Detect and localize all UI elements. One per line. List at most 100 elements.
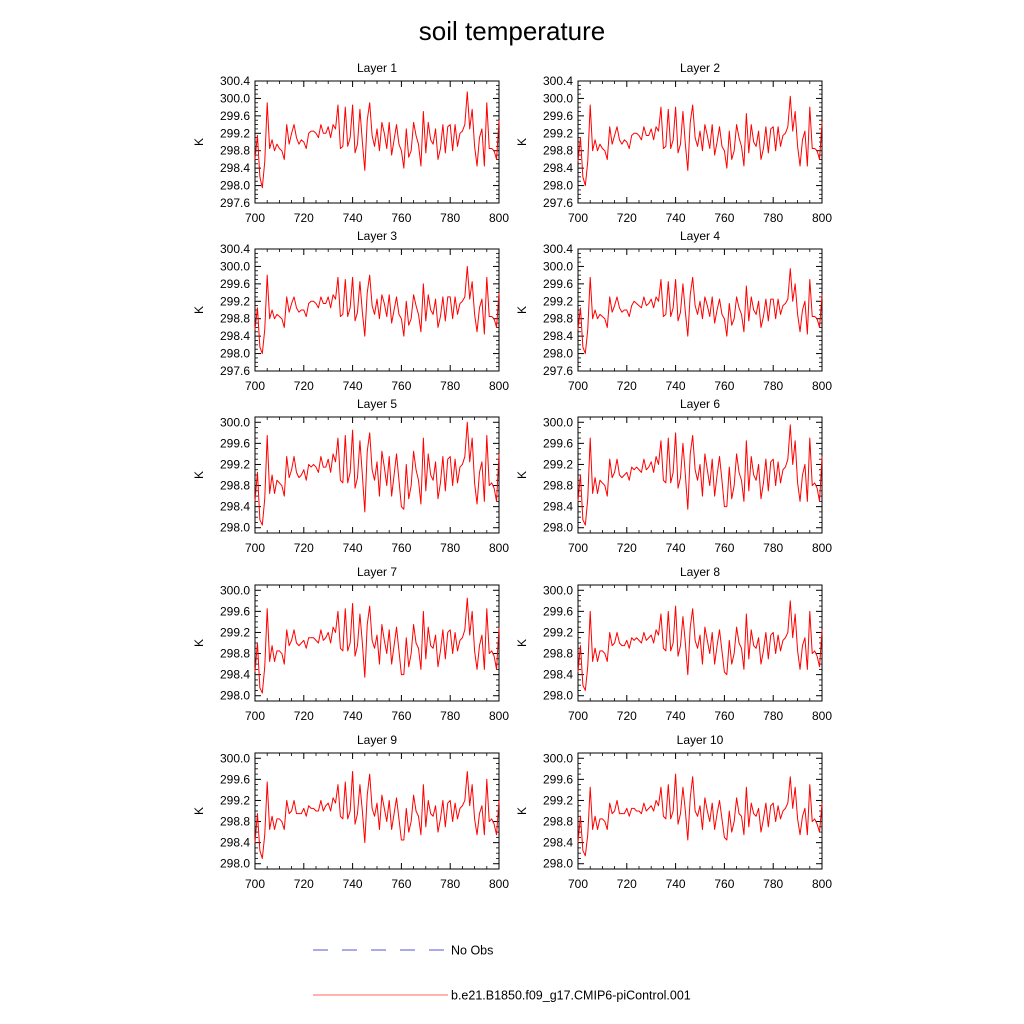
axis-frame [254,584,500,702]
panel-title: Layer 1 [357,61,397,75]
y-tick-label: 300.0 [543,91,573,105]
panel-grid: Layer 1 700 720 740 760 780 800 297.6 298.0 298.4… [192,61,832,891]
y-tick-label: 299.2 [220,625,250,639]
y-tick-label: 299.6 [220,277,250,291]
panel-layer-2: Layer 2 700 720 740 760 780 800 297.6 298.0 298.4… [515,61,832,225]
y-tick-label: 300.0 [543,415,573,429]
x-tick-label: 800 [489,379,509,393]
y-tick-label: 300.0 [220,415,250,429]
y-tick-label: 298.0 [543,857,573,871]
x-tick-label: 760 [391,379,411,393]
y-tick-label: 298.0 [220,689,250,703]
y-tick-label: 298.8 [220,479,250,493]
x-tick-label: 720 [617,379,637,393]
series-line [254,770,500,859]
x-tick-label: 720 [617,877,637,891]
y-tick-label: 299.6 [220,436,250,450]
y-tick-label: 297.6 [543,364,573,378]
panel-title: Layer 3 [357,229,397,243]
x-tick-label: 760 [391,877,411,891]
x-tick-label: 740 [343,877,363,891]
y-tick-label: 298.4 [220,668,250,682]
y-tick-label: 299.6 [543,109,573,123]
y-tick-label: 298.4 [220,836,250,850]
x-tick-label: 700 [245,709,265,723]
y-tick-label: 298.8 [543,144,573,158]
y-tick-label: 300.0 [543,751,573,765]
x-tick-label: 800 [812,877,832,891]
series-line [577,424,823,526]
panel-title: Layer 5 [357,397,397,411]
legend: No Obs b.e21.B1850.f09_g17.CMIP6-piContr… [313,944,691,1003]
y-tick-label: 298.8 [543,647,573,661]
y-tick-label: 300.0 [220,259,250,273]
y-axis-label: K [515,471,529,479]
y-tick-label: 298.4 [543,500,573,514]
y-tick-label: 299.6 [220,109,250,123]
panel-title: Layer 10 [677,733,724,747]
x-tick-label: 780 [440,709,460,723]
x-tick-label: 800 [812,379,832,393]
y-tick-label: 300.4 [220,242,250,256]
panel-layer-1: Layer 1 700 720 740 760 780 800 297.6 298.0 298.4… [192,61,509,225]
x-tick-label: 760 [714,541,734,555]
x-tick-label: 700 [568,379,588,393]
x-tick-label: 800 [489,541,509,555]
panel-title: Layer 2 [680,61,720,75]
y-tick-label: 298.4 [543,668,573,682]
x-tick-label: 700 [245,541,265,555]
x-tick-label: 700 [245,877,265,891]
x-tick-label: 720 [617,709,637,723]
x-tick-label: 800 [489,709,509,723]
panel-layer-10: Layer 10 700 720 740 760 780 800 298.0 298.4 298.… [515,733,832,891]
y-tick-label: 299.6 [543,436,573,450]
panel-layer-3: Layer 3 700 720 740 760 780 800 297.6 298.0 298.4… [192,229,509,393]
y-tick-label: 300.4 [543,242,573,256]
x-tick-label: 720 [294,211,314,225]
y-axis-label: K [192,471,206,479]
y-tick-label: 297.6 [220,364,250,378]
y-tick-label: 299.2 [543,457,573,471]
y-tick-label: 298.4 [220,500,250,514]
y-tick-label: 300.0 [220,91,250,105]
y-tick-label: 298.0 [220,347,250,361]
y-tick-label: 300.0 [543,259,573,273]
panel-layer-6: Layer 6 700 720 740 760 780 800 298.0 298.4 298.8… [515,397,832,555]
panel-layer-7: Layer 7 700 720 740 760 780 800 298.0 298.4 298.8… [192,565,509,723]
y-tick-label: 299.2 [543,793,573,807]
x-tick-label: 800 [812,709,832,723]
x-tick-label: 760 [391,211,411,225]
y-tick-label: 298.4 [220,329,250,343]
y-tick-label: 298.0 [220,857,250,871]
x-tick-label: 740 [666,877,686,891]
x-tick-label: 720 [294,379,314,393]
x-tick-label: 740 [343,541,363,555]
x-tick-label: 720 [294,709,314,723]
y-axis-label: K [192,807,206,815]
axis-frame [254,80,500,204]
x-tick-label: 800 [812,211,832,225]
y-tick-label: 297.6 [220,196,250,210]
y-tick-label: 299.6 [220,772,250,786]
series-line [254,597,500,694]
y-tick-label: 299.2 [220,126,250,140]
y-axis-label: K [515,138,529,146]
x-tick-label: 780 [763,541,783,555]
x-tick-label: 700 [568,211,588,225]
y-tick-label: 298.0 [543,347,573,361]
y-tick-label: 299.6 [543,604,573,618]
y-tick-label: 298.4 [220,161,250,175]
x-tick-label: 780 [763,877,783,891]
x-tick-label: 700 [245,379,265,393]
series-line [577,773,823,857]
y-tick-label: 298.4 [543,836,573,850]
series-line [254,265,500,355]
y-tick-label: 298.4 [543,161,573,175]
y-tick-label: 300.4 [220,74,250,88]
x-tick-label: 780 [440,379,460,393]
y-axis-label: K [192,138,206,146]
y-tick-label: 298.8 [543,479,573,493]
y-tick-label: 299.2 [543,294,573,308]
panel-layer-5: Layer 5 700 720 740 760 780 800 298.0 298.4 298.8… [192,397,509,555]
